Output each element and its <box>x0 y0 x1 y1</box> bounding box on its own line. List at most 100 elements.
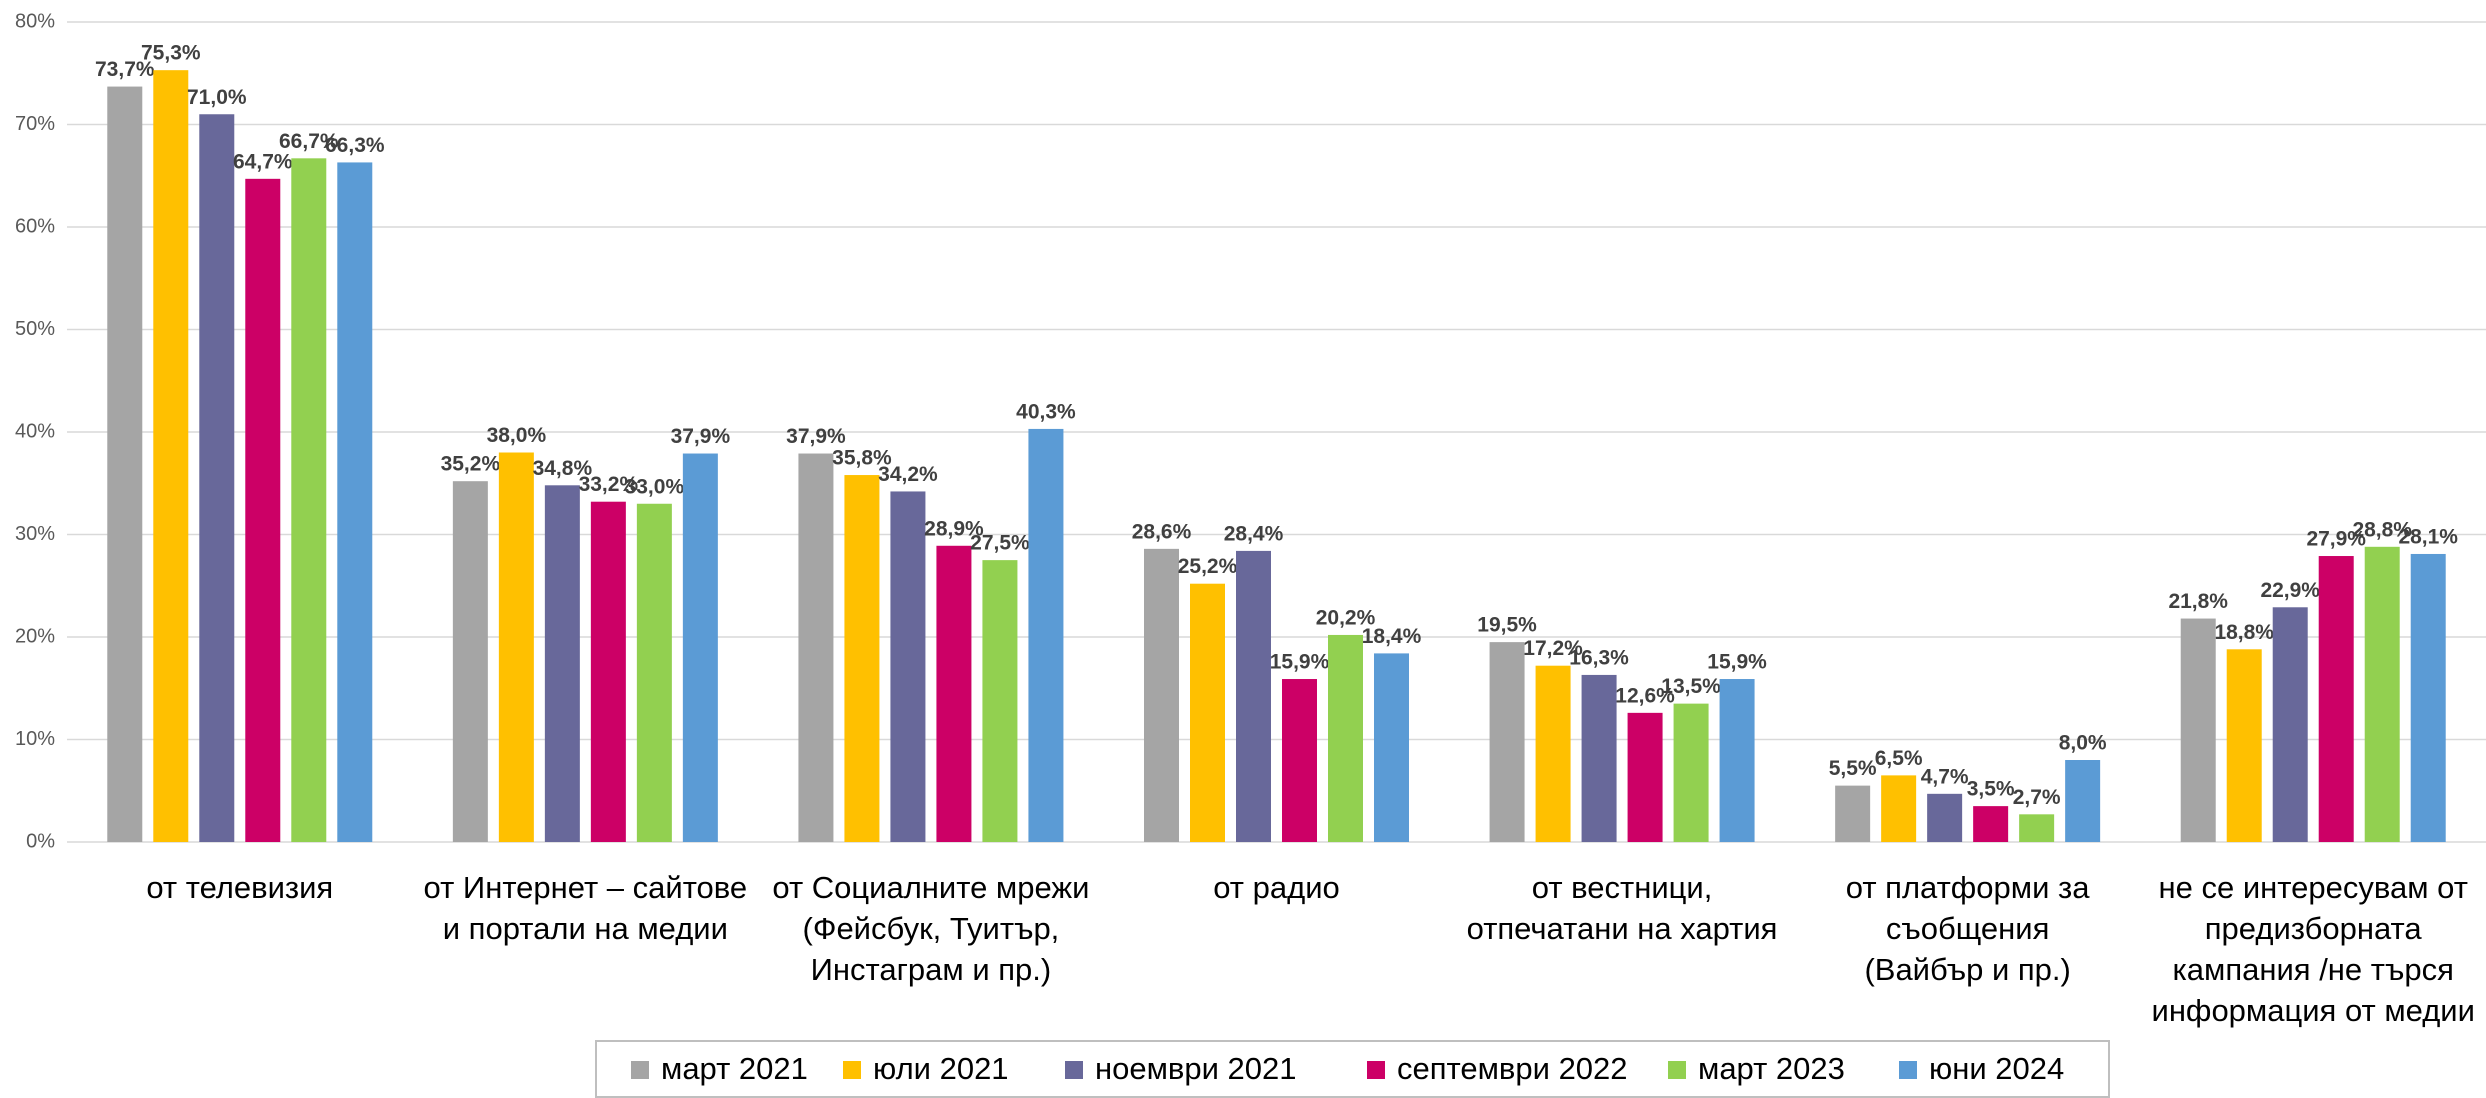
y-tick-label: 80% <box>15 10 55 32</box>
value-label: 13,5% <box>1661 675 1721 698</box>
value-label: 28,9% <box>924 517 984 540</box>
bar <box>1535 665 1571 842</box>
legend-label: септември 2022 <box>1397 1051 1628 1086</box>
y-tick-label: 30% <box>15 523 55 545</box>
value-label: 19,5% <box>1477 614 1537 637</box>
legend-label: март 2023 <box>1698 1051 1845 1086</box>
bar <box>291 158 327 842</box>
bar <box>199 114 235 842</box>
value-label: 15,9% <box>1270 651 1330 674</box>
value-label: 34,8% <box>533 457 593 480</box>
x-tick-label: (Вайбър и пр.) <box>1864 952 2070 987</box>
bar <box>2364 546 2400 842</box>
value-label: 2,7% <box>2013 786 2061 809</box>
value-label: 17,2% <box>1523 637 1583 660</box>
x-tick-label: Инстаграм и пр.) <box>811 952 1052 987</box>
value-label: 33,2% <box>579 473 639 496</box>
x-tick-label: от Социалните мрежи <box>772 870 1089 905</box>
bar <box>2019 814 2055 842</box>
value-label: 73,7% <box>95 58 155 81</box>
x-tick-label: и портали на медии <box>443 911 728 946</box>
value-label: 27,9% <box>2306 528 2366 551</box>
value-label: 71,0% <box>187 86 247 109</box>
legend-swatch <box>1367 1061 1385 1079</box>
y-tick-label: 20% <box>15 625 55 647</box>
bar <box>844 475 880 842</box>
bar <box>1581 674 1617 842</box>
value-label: 37,9% <box>671 425 731 448</box>
legend-label: юни 2024 <box>1929 1051 2064 1086</box>
bar <box>452 481 488 842</box>
bar <box>590 501 626 842</box>
value-label: 64,7% <box>233 150 293 173</box>
bar <box>1673 703 1709 842</box>
bar <box>1489 642 1525 842</box>
value-label: 75,3% <box>141 42 201 65</box>
bar <box>245 178 281 842</box>
bar <box>1973 806 2009 842</box>
bar <box>2180 618 2216 842</box>
legend-swatch <box>843 1061 861 1079</box>
x-tick-label: от Интернет – сайтове <box>424 870 748 905</box>
y-tick-label: 10% <box>15 728 55 750</box>
value-label: 4,7% <box>1921 765 1969 788</box>
x-tick-label: от телевизия <box>146 870 333 905</box>
bar <box>544 485 580 842</box>
bar <box>337 162 373 843</box>
bar <box>1144 548 1179 842</box>
bar <box>2318 556 2354 842</box>
y-tick-label: 60% <box>15 215 55 237</box>
x-tick-label: от вестници, <box>1532 870 1713 905</box>
value-label: 8,0% <box>2059 732 2107 755</box>
legend-swatch <box>1065 1061 1083 1079</box>
legend-label: ноември 2021 <box>1095 1051 1297 1086</box>
bar <box>1881 775 1917 842</box>
value-label: 18,8% <box>2214 621 2274 644</box>
y-tick-label: 70% <box>15 113 55 135</box>
value-label: 37,9% <box>786 425 846 448</box>
bar <box>2272 607 2308 842</box>
bar <box>1282 679 1317 842</box>
bar <box>2226 649 2262 842</box>
x-tick-label: от платформи за <box>1846 870 2090 905</box>
value-label: 25,2% <box>1178 555 1238 578</box>
bar <box>498 452 534 842</box>
bar <box>1927 793 1963 842</box>
x-tick-label: (Фейсбук, Туитър, <box>803 911 1060 946</box>
bar <box>1028 428 1064 842</box>
legend-swatch <box>1899 1061 1917 1079</box>
x-tick-label: информация от медии <box>2152 993 2475 1028</box>
bar <box>1328 634 1363 842</box>
value-label: 28,1% <box>2398 526 2458 549</box>
bar <box>2410 553 2446 842</box>
bar <box>636 503 672 842</box>
value-label: 28,6% <box>1132 520 1192 543</box>
x-tick-label: отпечатани на хартия <box>1467 911 1778 946</box>
bar <box>153 70 189 843</box>
value-label: 3,5% <box>1967 778 2015 801</box>
bar <box>798 453 834 842</box>
legend-swatch <box>1668 1061 1686 1079</box>
value-label: 33,0% <box>625 475 685 498</box>
value-label: 6,5% <box>1875 747 1923 770</box>
bar <box>890 491 926 842</box>
bar <box>1719 679 1755 842</box>
x-tick-label: не се интересувам от <box>2159 870 2468 905</box>
value-label: 22,9% <box>2260 579 2320 602</box>
value-label: 40,3% <box>1016 400 1076 423</box>
bar <box>1190 583 1225 842</box>
value-label: 28,8% <box>2352 518 2412 541</box>
value-label: 34,2% <box>878 463 938 486</box>
x-tick-label: съобщения <box>1886 911 2050 946</box>
value-label: 27,5% <box>970 532 1030 555</box>
legend-swatch <box>631 1061 649 1079</box>
bar <box>1627 712 1663 842</box>
value-label: 12,6% <box>1615 684 1675 707</box>
value-label: 35,2% <box>441 453 501 476</box>
value-label: 66,7% <box>279 130 339 153</box>
bar <box>2065 760 2101 842</box>
x-tick-label: кампания /не търся <box>2173 952 2454 987</box>
bar <box>107 86 143 842</box>
value-label: 66,3% <box>325 134 385 157</box>
value-label: 38,0% <box>487 424 547 447</box>
